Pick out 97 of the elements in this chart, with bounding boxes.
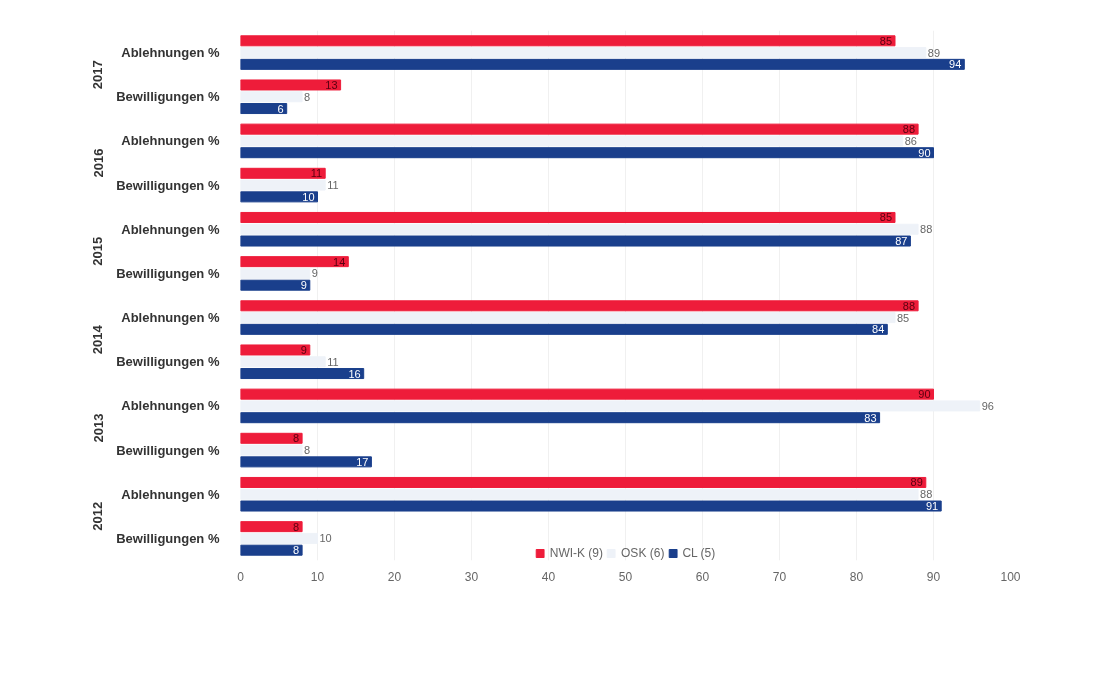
data-label: 90 <box>918 388 931 401</box>
x-tick-label: 100 <box>1000 569 1021 584</box>
data-label: 88 <box>902 123 916 136</box>
data-label: 91 <box>925 500 939 513</box>
bar <box>240 147 934 159</box>
y-tick-label: Ablehnungen % <box>121 398 220 414</box>
y-tick-label: Bewilligungen % <box>116 530 220 546</box>
x-tick-label: 70 <box>772 569 787 584</box>
data-label: 9 <box>300 279 307 292</box>
y-tick-label: Bewilligungen % <box>116 354 220 370</box>
bar <box>240 444 303 456</box>
data-label: 11 <box>310 167 323 180</box>
bar <box>240 412 881 424</box>
data-label: 10 <box>302 190 315 203</box>
data-label: 8 <box>304 444 311 457</box>
data-label: 14 <box>333 255 346 268</box>
text: 2016 <box>90 148 106 178</box>
y-tick-label: Bewilligungen % <box>116 265 220 281</box>
data-label: 9 <box>300 343 307 356</box>
y-tick-label: Ablehnungen % <box>121 310 220 326</box>
x-tick-label: 20 <box>387 569 402 584</box>
data-label: 85 <box>879 211 893 224</box>
data-label: 8 <box>304 90 311 103</box>
y-tick-label: Ablehnungen % <box>121 486 220 502</box>
bar <box>240 388 934 400</box>
y-tick-label: Bewilligungen % <box>116 89 220 105</box>
x-tick-label: 0 <box>237 569 245 584</box>
y-tick-label: Bewilligungen % <box>116 177 220 193</box>
bar <box>240 191 318 203</box>
text: 2012 <box>90 501 106 531</box>
bar <box>240 544 303 556</box>
data-label: 11 <box>327 179 339 192</box>
data-label: 85 <box>897 311 910 324</box>
bar <box>240 123 919 135</box>
bar <box>240 167 326 179</box>
data-label: 94 <box>949 58 962 71</box>
x-tick-label: 10 <box>310 569 325 584</box>
bar <box>240 35 896 47</box>
bar <box>240 476 927 488</box>
x-tick-label: 30 <box>464 569 479 584</box>
data-label: 85 <box>879 34 893 47</box>
data-label: 10 <box>319 532 332 545</box>
bar <box>240 211 896 223</box>
legend-label: CL (5) <box>682 546 716 560</box>
x-tick-label: 60 <box>695 569 710 584</box>
legend-label: OSK (6) <box>621 546 665 560</box>
bar <box>240 368 365 380</box>
data-label: 9 <box>311 267 318 280</box>
bar <box>240 279 311 291</box>
bar <box>240 256 349 268</box>
bar <box>240 267 311 279</box>
y-tick-label: Bewilligungen % <box>116 442 220 458</box>
text: 2014 <box>90 324 106 355</box>
data-label: 89 <box>927 46 941 59</box>
bar <box>240 432 303 444</box>
legend-label: NWI-K (9) <box>549 546 604 560</box>
data-label: 11 <box>327 355 339 368</box>
data-label: 8 <box>292 432 300 445</box>
bar <box>240 58 965 70</box>
x-tick-label: 80 <box>849 569 864 584</box>
data-label: 88 <box>902 299 916 312</box>
bar <box>240 456 372 468</box>
bar <box>240 521 303 533</box>
data-label: 90 <box>918 146 931 159</box>
data-label: 89 <box>910 476 923 489</box>
text: 2017 <box>90 60 106 90</box>
bar <box>240 344 311 356</box>
data-label: 96 <box>981 399 994 412</box>
bar <box>240 500 942 512</box>
y-tick-label: Ablehnungen % <box>121 133 220 149</box>
x-tick-label: 40 <box>541 569 556 584</box>
data-label: 86 <box>904 134 917 147</box>
bar <box>240 91 303 103</box>
bar <box>240 103 288 115</box>
bar <box>240 79 342 91</box>
data-label: 87 <box>895 235 908 248</box>
bar <box>240 179 326 191</box>
x-tick-label: 50 <box>618 569 633 584</box>
data-label: 83 <box>864 411 877 424</box>
y-tick-label: Ablehnungen % <box>121 45 220 61</box>
y-tick-label: Ablehnungen % <box>121 221 220 237</box>
text: 2013 <box>90 413 106 443</box>
x-tick-label: 90 <box>926 569 941 584</box>
text: 2015 <box>90 236 106 266</box>
data-label: 8 <box>292 544 300 557</box>
bar <box>240 323 888 335</box>
data-label: 88 <box>920 488 933 501</box>
bar <box>240 135 904 147</box>
data-label: 13 <box>325 78 338 91</box>
data-label: 6 <box>277 102 284 115</box>
data-label: 8 <box>292 520 300 533</box>
bar <box>240 235 911 247</box>
data-label: 16 <box>348 367 361 380</box>
data-label: 17 <box>356 455 369 468</box>
data-label: 84 <box>872 323 885 336</box>
bar <box>240 300 919 312</box>
data-label: 88 <box>920 223 933 236</box>
